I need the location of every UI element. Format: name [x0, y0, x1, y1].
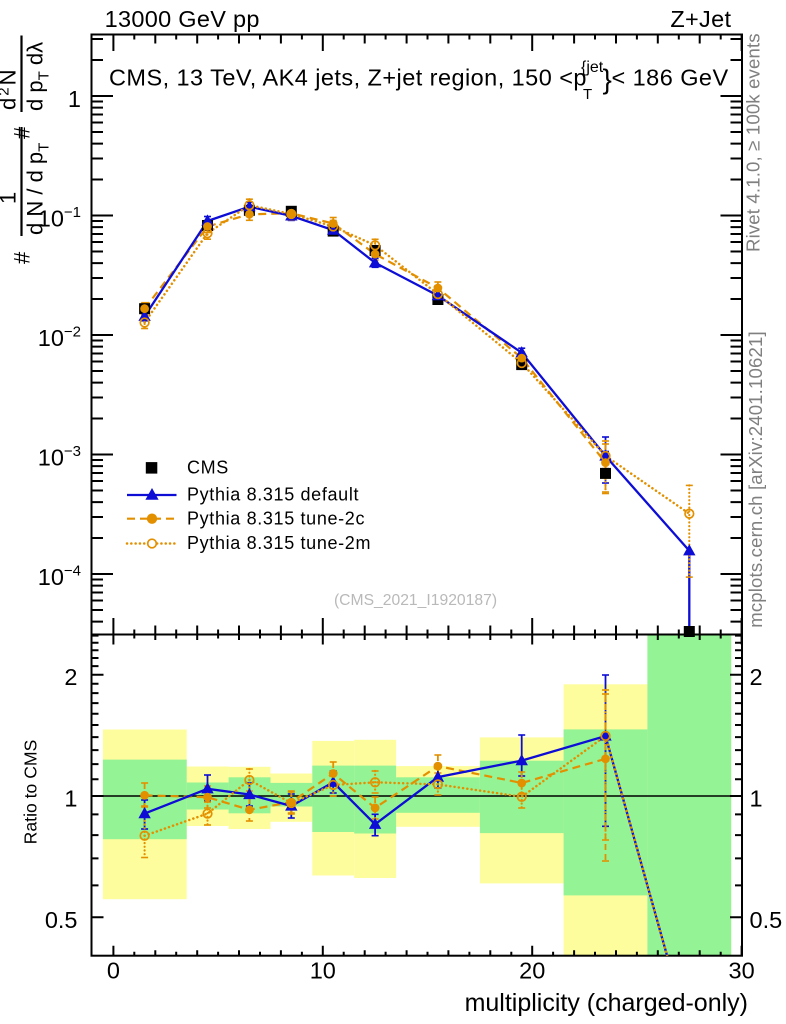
svg-text:1: 1: [64, 786, 77, 812]
svg-text:2: 2: [64, 664, 77, 690]
svg-text:< 186 GeV: < 186 GeV: [612, 65, 729, 91]
svg-text:CMS, 13 TeV, AK4 jets, Z+jet r: CMS, 13 TeV, AK4 jets, Z+jet region, 150…: [109, 65, 587, 91]
svg-text:0.5: 0.5: [750, 907, 783, 933]
svg-text:Ratio to CMS: Ratio to CMS: [21, 740, 41, 845]
svg-text:multiplicity (charged-only): multiplicity (charged-only): [465, 989, 748, 1017]
svg-text:0.5: 0.5: [45, 907, 78, 933]
svg-text:}: }: [603, 64, 612, 95]
svg-text:1: 1: [68, 86, 81, 112]
svg-text:mcplots.cern.ch [arXiv:2401.10: mcplots.cern.ch [arXiv:2401.10621]: [745, 331, 766, 628]
svg-text:Rivet 4.1.0, ≥ 100k events: Rivet 4.1.0, ≥ 100k events: [742, 33, 763, 252]
svg-text:30: 30: [729, 958, 755, 984]
svg-text:0: 0: [107, 958, 120, 984]
svg-text:(CMS_2021_I1920187): (CMS_2021_I1920187): [334, 592, 497, 609]
svg-text:10: 10: [310, 958, 336, 984]
svg-text:10−1: 10−1: [38, 204, 81, 232]
svg-text:10−3: 10−3: [38, 443, 81, 471]
svg-text:Pythia 8.315 default: Pythia 8.315 default: [187, 485, 359, 505]
svg-text:Pythia 8.315 tune-2c: Pythia 8.315 tune-2c: [187, 509, 365, 529]
svg-text:2: 2: [750, 664, 763, 690]
svg-text:{jet: {jet: [581, 59, 604, 76]
svg-text:#: #: [10, 126, 35, 139]
svg-text:1: 1: [750, 786, 763, 812]
svg-text:d2N: d2N: [0, 68, 21, 110]
svg-text:Z+Jet: Z+Jet: [670, 6, 731, 32]
svg-text:Pythia 8.315 tune-2m: Pythia 8.315 tune-2m: [187, 533, 371, 553]
svg-text:#: #: [10, 251, 35, 264]
svg-text:20: 20: [519, 958, 545, 984]
svg-text:CMS: CMS: [187, 458, 229, 478]
svg-text:1: 1: [0, 192, 21, 204]
svg-text:T: T: [583, 86, 592, 103]
svg-text:13000 GeV pp: 13000 GeV pp: [105, 6, 260, 32]
